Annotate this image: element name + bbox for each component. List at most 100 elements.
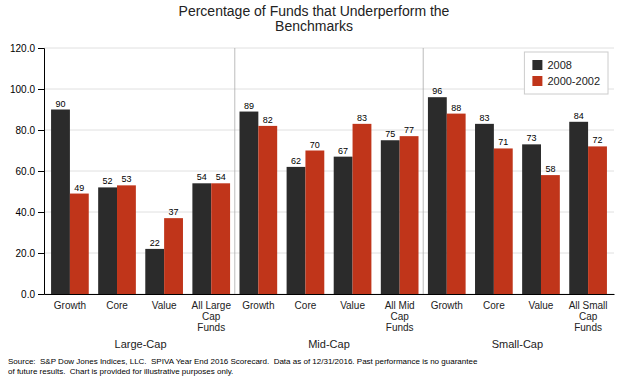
data-label: 82 — [263, 115, 273, 125]
x-tick-label: Value — [340, 300, 365, 311]
axis-line — [45, 294, 615, 295]
bar — [475, 124, 494, 294]
bar — [164, 218, 183, 294]
group-label: Large-Cap — [115, 338, 167, 350]
legend-swatch — [532, 60, 542, 70]
source-note: Source: S&P Dow Jones Indices, LLC. SPIV… — [8, 357, 478, 376]
y-tick-mark — [38, 253, 44, 254]
data-label: 90 — [55, 99, 65, 109]
x-tick: Core — [295, 294, 317, 311]
grid-line — [44, 48, 614, 49]
x-tick-label: Growth — [431, 300, 463, 311]
group-separators — [235, 48, 423, 294]
x-tick: Value — [529, 294, 554, 311]
bar — [287, 167, 306, 294]
x-tick-label: Core — [106, 300, 128, 311]
group-separator — [423, 48, 424, 294]
y-tick: 120.0 — [10, 43, 44, 54]
y-tick-label: 60.0 — [16, 166, 36, 177]
legend: 2008 2000-2002 — [524, 52, 608, 94]
legend-swatch — [532, 76, 542, 86]
x-tick: Core — [483, 294, 505, 311]
legend-item: 2008 — [532, 59, 571, 71]
y-tick-mark — [38, 130, 44, 131]
x-tick-label: Core — [483, 300, 505, 311]
x-tick: Growth — [242, 294, 274, 311]
legend-label: 2008 — [547, 59, 571, 71]
x-tick-label: Value — [529, 300, 554, 311]
data-label: 49 — [74, 183, 84, 193]
data-label: 37 — [169, 207, 179, 217]
x-tick: All LargeCapFunds — [191, 294, 231, 333]
bar — [305, 151, 324, 295]
group-separator — [234, 48, 235, 294]
bar — [258, 126, 277, 294]
x-tick-label: Growth — [242, 300, 274, 311]
y-tick: 80.0 — [16, 125, 44, 136]
group-label: Small-Cap — [492, 338, 543, 350]
y-tick-label: 20.0 — [16, 248, 36, 259]
data-label: 62 — [291, 156, 301, 166]
data-label: 96 — [432, 86, 442, 96]
x-tick: All SmallCapFunds — [569, 294, 608, 333]
y-tick: 0.0 — [21, 289, 44, 300]
data-label: 70 — [310, 140, 320, 150]
bar — [400, 136, 419, 294]
y-tick-label: 40.0 — [16, 207, 36, 218]
bar — [70, 194, 89, 294]
data-labels: 9052225489626775968373844953375482708377… — [55, 86, 602, 248]
y-tick-mark — [38, 48, 44, 49]
y-tick: 60.0 — [16, 166, 44, 177]
bar — [334, 157, 353, 294]
bar — [447, 114, 466, 294]
y-tick-mark — [38, 212, 44, 213]
bar — [353, 124, 372, 294]
data-label: 83 — [357, 113, 367, 123]
data-label: 83 — [479, 113, 489, 123]
x-tick: Value — [152, 294, 177, 311]
y-tick-label: 100.0 — [10, 84, 35, 95]
bar — [588, 146, 607, 294]
bar-series — [51, 97, 588, 294]
chart: Percentage of Funds that Underperform th… — [0, 0, 628, 382]
bar — [192, 183, 211, 294]
x-tick: Growth — [54, 294, 86, 311]
bar-series — [70, 114, 607, 294]
x-tick: Growth — [431, 294, 463, 311]
bar — [117, 185, 136, 294]
bar — [541, 175, 560, 294]
plot: 9052225489626775968373844953375482708377… — [10, 43, 615, 350]
bar — [494, 148, 513, 294]
bar — [569, 122, 588, 294]
data-label: 77 — [404, 125, 414, 135]
bar — [145, 249, 164, 294]
y-axis: 0.0 20.0 40.0 60.0 80.0 100.0 120.0 — [10, 43, 45, 300]
bars — [51, 97, 607, 294]
grid-line — [44, 130, 614, 131]
x-axis: Growth Core Value All LargeCapFunds Growth Co… — [45, 294, 615, 333]
legend-label: 2000-2002 — [547, 75, 600, 87]
grid — [44, 48, 614, 294]
y-tick-label: 120.0 — [10, 43, 35, 54]
x-tick-label: All SmallCapFunds — [569, 300, 608, 333]
data-label: 54 — [216, 172, 226, 182]
x-tick-label: All MidCapFunds — [385, 300, 415, 333]
data-label: 58 — [545, 164, 555, 174]
legend-frame — [524, 52, 608, 94]
y-tick-mark — [38, 294, 44, 295]
bar — [428, 97, 447, 294]
data-label: 67 — [338, 146, 348, 156]
bar — [239, 112, 258, 294]
data-label: 54 — [197, 172, 207, 182]
x-tick-label: Value — [152, 300, 177, 311]
title: Percentage of Funds that Underperform th… — [179, 3, 450, 34]
y-tick: 100.0 — [10, 84, 44, 95]
data-label: 52 — [103, 176, 113, 186]
data-label: 73 — [527, 133, 537, 143]
data-label: 22 — [150, 238, 160, 248]
y-tick: 40.0 — [16, 207, 44, 218]
y-tick-mark — [38, 171, 44, 172]
bar — [381, 140, 400, 294]
x-tick: All MidCapFunds — [385, 294, 415, 333]
y-tick-label: 0.0 — [21, 289, 35, 300]
